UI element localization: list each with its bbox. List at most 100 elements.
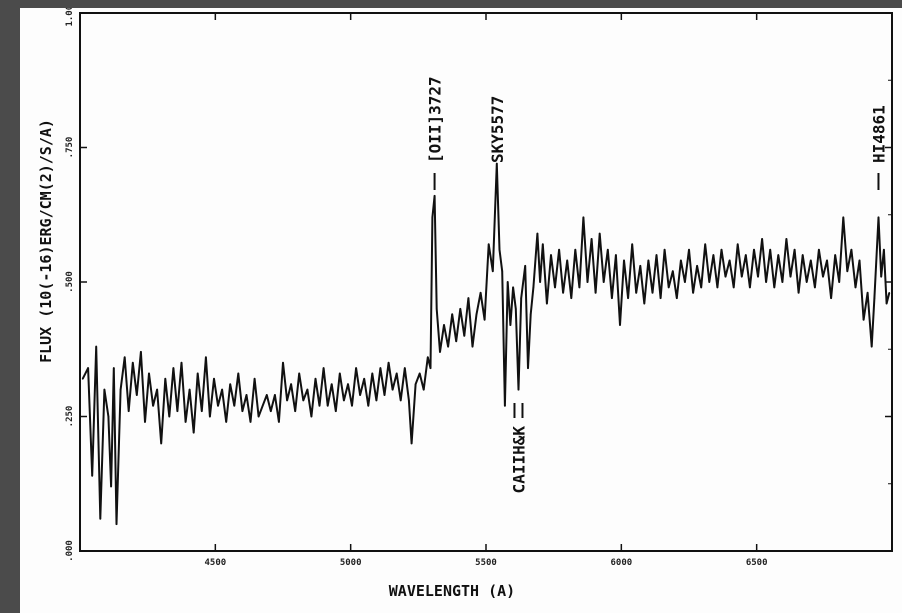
data-point <box>822 275 824 278</box>
data-point <box>144 421 146 423</box>
data-point <box>196 372 199 375</box>
data-point <box>728 259 731 262</box>
data-point <box>818 248 820 251</box>
line-id-1: SKY5577 <box>488 96 507 190</box>
x-tick-label: 6500 <box>746 558 768 568</box>
data-point <box>363 378 366 380</box>
data-point <box>180 361 183 364</box>
data-point <box>850 248 853 251</box>
data-point <box>562 291 564 294</box>
data-point <box>265 394 268 396</box>
x-axis-title: WAVELENGTH (A) <box>389 582 515 600</box>
data-point <box>192 431 195 434</box>
data-point <box>318 404 321 407</box>
data-point <box>351 404 353 407</box>
data-point <box>330 383 333 386</box>
data-point <box>514 308 517 310</box>
data-point <box>217 404 219 407</box>
data-point <box>773 286 776 289</box>
data-point <box>447 345 449 348</box>
y-axis-title: FLUX (10(-16)ERG/CM(2)/S/A) <box>37 119 55 363</box>
data-point <box>716 286 719 289</box>
data-point <box>888 291 891 294</box>
data-point <box>877 216 880 219</box>
data-point <box>491 270 494 273</box>
data-point <box>793 248 796 251</box>
data-point <box>367 404 370 407</box>
y-tick-label: .500 <box>65 271 75 293</box>
data-point <box>451 313 453 316</box>
data-point <box>757 275 759 278</box>
data-point <box>667 286 670 289</box>
data-point <box>590 238 593 240</box>
data-point <box>639 265 642 267</box>
data-point <box>761 238 763 240</box>
data-point <box>455 340 458 342</box>
x-tick-label: 5000 <box>340 558 362 568</box>
data-point <box>164 378 167 380</box>
data-point <box>692 291 694 294</box>
data-point <box>310 415 313 418</box>
data-point <box>391 388 394 391</box>
data-point <box>834 254 836 256</box>
data-point <box>732 286 735 289</box>
data-point <box>504 404 506 407</box>
data-point <box>99 517 102 520</box>
data-point <box>498 248 501 251</box>
data-point <box>383 394 386 396</box>
data-point <box>459 308 462 310</box>
x-tick-label: 4500 <box>204 558 226 568</box>
data-point <box>708 281 711 283</box>
data-point <box>229 383 232 386</box>
data-point <box>439 351 441 353</box>
data-point <box>781 281 784 283</box>
data-point <box>740 275 743 278</box>
data-point <box>611 297 613 299</box>
data-point <box>387 361 390 364</box>
y-tick-label: 1.000 <box>65 8 75 27</box>
data-point <box>536 232 539 235</box>
line-id-label: [OII]3727 <box>426 76 445 163</box>
data-point <box>290 383 292 386</box>
data-point <box>830 297 832 299</box>
data-point <box>314 378 317 380</box>
data-point <box>777 254 780 256</box>
data-point <box>418 372 421 375</box>
data-point <box>213 378 215 380</box>
data-point <box>282 361 284 364</box>
data-point <box>140 351 142 353</box>
data-point <box>286 399 288 402</box>
data-point <box>306 388 309 391</box>
y-tick-label: .750 <box>65 137 75 159</box>
data-point <box>107 415 110 418</box>
data-point <box>408 399 410 402</box>
data-point <box>379 367 382 369</box>
data-point <box>278 421 280 423</box>
data-point <box>524 265 527 267</box>
data-point <box>862 318 865 321</box>
data-point <box>700 286 702 289</box>
data-point <box>237 372 240 375</box>
data-point <box>188 388 191 391</box>
data-point <box>87 367 89 369</box>
data-point <box>241 410 244 412</box>
spectrum-chart: 4500 5000 5500 6000 6500 .000 .250 .500 .750 1.00… <box>37 8 893 600</box>
data-point <box>643 302 646 305</box>
data-point <box>395 372 398 375</box>
axes-layer: 4500 5000 5500 6000 6500 .000 .250 .500 .750 1.00… <box>65 8 893 568</box>
data-point <box>160 442 162 445</box>
data-point <box>539 281 541 283</box>
data-point <box>542 243 544 246</box>
data-point <box>517 388 520 391</box>
data-point <box>375 399 378 402</box>
data-point <box>885 302 888 305</box>
y-tick-label: .000 <box>65 540 75 562</box>
data-point <box>334 410 337 412</box>
data-point <box>627 297 629 299</box>
data-point <box>371 372 374 375</box>
data-point <box>594 291 597 294</box>
data-point <box>152 404 154 407</box>
data-point <box>873 297 876 299</box>
data-point <box>582 216 585 219</box>
data-point <box>647 259 650 262</box>
